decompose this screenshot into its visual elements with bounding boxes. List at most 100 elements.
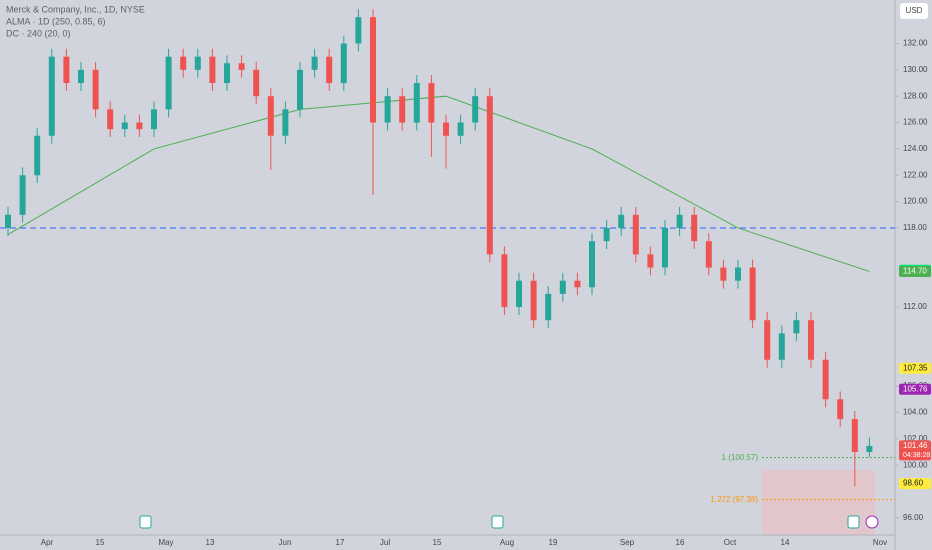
candle-body xyxy=(457,122,464,136)
price-tag-label: 107.35 xyxy=(903,363,928,372)
candle-body xyxy=(209,56,216,84)
x-tick-label: Oct xyxy=(724,538,737,547)
symbol-title: Merck & Company, Inc., 1D, NYSE xyxy=(6,4,145,14)
candle-body xyxy=(92,69,99,110)
candle-body xyxy=(472,96,479,123)
candle-body xyxy=(428,83,435,123)
candle-body xyxy=(808,320,814,360)
x-tick-label: Nov xyxy=(873,538,887,547)
y-tick-label: 104.00 xyxy=(903,408,928,417)
candle-body xyxy=(545,293,552,321)
candle-body xyxy=(107,109,114,130)
x-tick-label: 17 xyxy=(336,538,345,547)
candle-body xyxy=(399,96,406,123)
x-tick-label: 19 xyxy=(549,538,558,547)
candle-body xyxy=(224,63,230,84)
y-tick-label: 120.00 xyxy=(903,197,928,206)
candle-body xyxy=(501,254,508,308)
indicator-legend: DC · 240 (20, 0) xyxy=(6,28,71,38)
x-tick-label: May xyxy=(158,538,173,547)
y-tick-label: 112.00 xyxy=(903,302,927,311)
candle-body xyxy=(253,69,260,97)
candle-body xyxy=(793,320,800,334)
x-tick-label: 14 xyxy=(781,538,790,547)
candle-body xyxy=(48,56,55,136)
x-tick-label: 15 xyxy=(433,538,442,547)
candle-body xyxy=(559,280,566,294)
candle-body xyxy=(384,96,391,123)
price-tag xyxy=(899,383,931,395)
candle-body xyxy=(19,175,26,215)
fib-label: 1 (100.57) xyxy=(722,453,759,462)
y-tick-label: 130.00 xyxy=(903,65,928,74)
candle-body xyxy=(5,214,11,228)
countdown: 04:38:28 xyxy=(903,452,930,459)
y-tick-label: 100.00 xyxy=(903,460,928,469)
x-tick-label: Apr xyxy=(41,538,54,547)
candle-body xyxy=(749,267,756,321)
candle-body xyxy=(63,56,70,84)
candle-body xyxy=(180,56,187,70)
x-tick-label: Sep xyxy=(620,538,635,547)
candle-body xyxy=(618,214,625,228)
price-tag xyxy=(899,362,931,374)
candle-body xyxy=(530,280,537,321)
x-tick-label: 15 xyxy=(96,538,105,547)
y-tick-label: 126.00 xyxy=(903,118,928,127)
y-tick-label: 124.00 xyxy=(903,144,928,153)
x-tick-label: 13 xyxy=(206,538,215,547)
candle-body xyxy=(297,69,303,110)
earnings-icons xyxy=(139,515,879,529)
price-tag-label: 105.76 xyxy=(903,384,928,393)
y-tick-label: 128.00 xyxy=(903,91,928,100)
candle-body xyxy=(194,56,201,70)
candle-body xyxy=(78,69,84,84)
candle-body xyxy=(516,280,522,308)
candle-body xyxy=(151,109,157,130)
candle-body xyxy=(355,17,362,44)
candle-body xyxy=(443,122,449,136)
indicator-legend: ALMA · 1D (250, 0.85, 6) xyxy=(6,16,106,26)
price-tag-label: 101.46 xyxy=(903,441,928,450)
y-tick-label: 102.00 xyxy=(903,434,928,443)
candle-body xyxy=(676,214,683,228)
y-tick-label: 96.00 xyxy=(903,513,924,522)
candle-body xyxy=(837,399,844,420)
candle-body xyxy=(311,56,318,70)
fib-label: 1.272 (97.38) xyxy=(710,495,758,504)
candle-body xyxy=(822,359,829,400)
currency-label[interactable]: USD xyxy=(906,6,923,15)
candle-body xyxy=(589,241,595,288)
x-tick-label: 16 xyxy=(676,538,685,547)
candle-body xyxy=(851,419,858,452)
price-tag xyxy=(899,440,931,461)
price-tag-label: 98.60 xyxy=(903,479,924,488)
price-tag-label: 114.70 xyxy=(903,267,927,276)
currency-button[interactable] xyxy=(900,3,928,19)
x-tick-label: Jul xyxy=(380,538,390,547)
candle-body xyxy=(866,445,873,452)
candle-body xyxy=(340,43,347,84)
candle-body xyxy=(165,56,172,110)
candle-body xyxy=(574,280,581,288)
price-tag xyxy=(899,478,931,490)
candle-body xyxy=(282,109,289,136)
x-tick-label: Aug xyxy=(500,538,514,547)
candle-body xyxy=(647,254,654,268)
candle-body xyxy=(413,83,420,123)
candle-body xyxy=(662,227,668,268)
candle-body xyxy=(34,135,41,176)
x-tick-label: Jun xyxy=(279,538,292,547)
candle-body xyxy=(238,63,245,70)
candle-body xyxy=(326,56,333,84)
candle-body xyxy=(778,333,785,360)
candle-body xyxy=(603,227,610,242)
candle-body xyxy=(136,122,143,130)
y-tick-label: 122.00 xyxy=(903,170,928,179)
candle-body xyxy=(764,320,771,360)
candle-body xyxy=(632,214,639,255)
y-tick-label: 118.00 xyxy=(903,223,927,232)
candle-body xyxy=(705,241,712,268)
